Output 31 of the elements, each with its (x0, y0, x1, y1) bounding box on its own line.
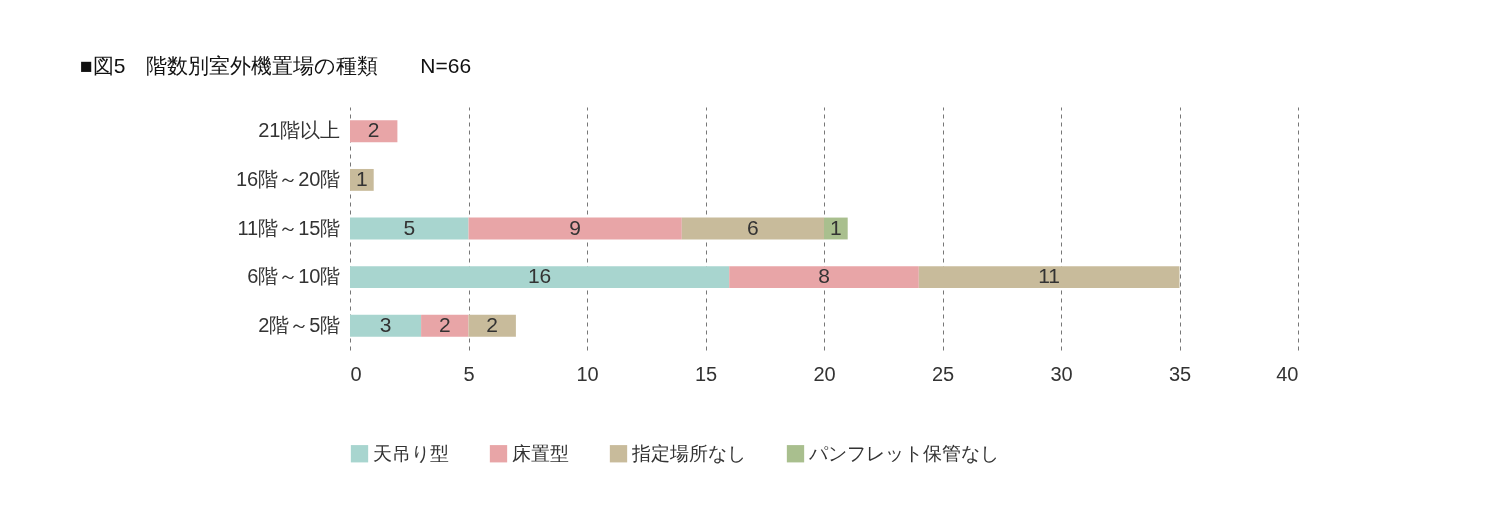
legend-label: パンフレット保管なし (808, 442, 999, 464)
x-tick-label: 0 (350, 362, 362, 385)
data-label: 2 (367, 118, 380, 142)
data-label: 11 (1038, 264, 1061, 288)
x-tick-label: 40 (1276, 362, 1299, 385)
x-tick-label: 35 (1168, 362, 1192, 385)
y-tick-label: 16階～20階 (236, 167, 341, 190)
data-label: 3 (379, 312, 392, 336)
data-label: 2 (486, 312, 499, 336)
data-label: 2 (438, 312, 451, 336)
data-label: 6 (747, 215, 759, 239)
data-label: 1 (356, 166, 368, 190)
x-tick-label: 25 (931, 362, 955, 385)
legend-label: 天吊り型 (373, 442, 449, 464)
y-tick-label: 6階～10階 (247, 265, 341, 288)
data-label: 9 (569, 215, 581, 239)
y-tick-label: 21階以上 (258, 119, 341, 142)
x-tick-label: 15 (694, 362, 718, 385)
x-tick-label: 10 (576, 362, 599, 385)
data-label: 1 (830, 215, 842, 239)
legend-label: 指定場所なし (631, 442, 746, 464)
chart-title: ■図5 階数別室外機置場の種類 N=66 (80, 54, 472, 77)
data-label: 5 (403, 215, 416, 239)
y-tick-label: 11階～15階 (237, 216, 341, 239)
x-tick-label: 20 (813, 362, 836, 385)
x-tick-label: 5 (463, 362, 475, 385)
data-label: 16 (527, 264, 552, 288)
x-tick-label: 30 (1050, 362, 1073, 385)
data-label: 8 (818, 264, 830, 288)
y-tick-label: 2階～5階 (258, 313, 341, 336)
legend-label: 床置型 (512, 442, 569, 464)
